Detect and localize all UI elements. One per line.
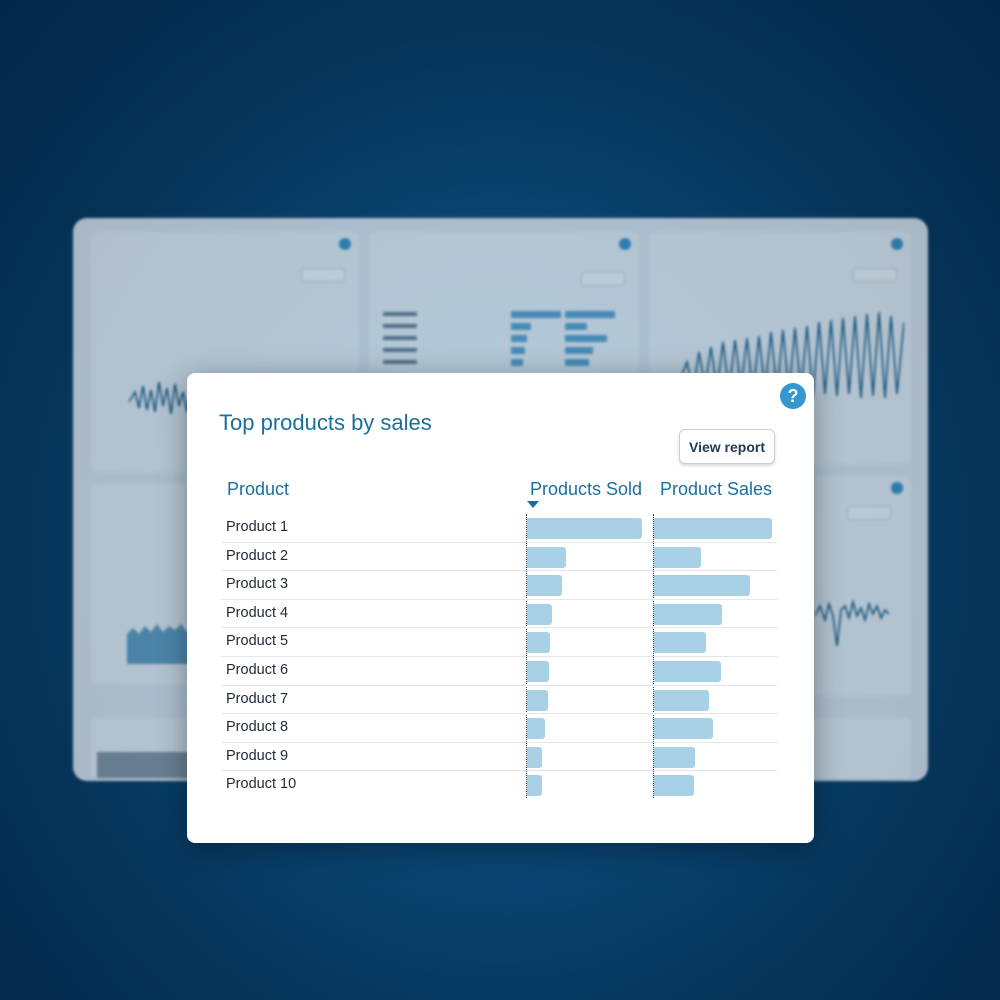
bg-help-icon [339, 238, 351, 250]
product-name: Product 7 [226, 690, 289, 707]
table-row: Product 2 [221, 543, 777, 572]
bg-line-chart [815, 598, 889, 647]
products-sold-bar [527, 546, 566, 568]
widget-title: Top products by sales [219, 410, 432, 435]
products-sold-bar [527, 632, 550, 654]
bg-card-top-products [369, 232, 639, 382]
bg-view-report-button [301, 268, 345, 282]
product-sales-bar [654, 632, 706, 654]
bg-view-report-button [853, 268, 897, 282]
table-row: Product 4 [221, 600, 777, 629]
products-table: Product 1 Product 2 Product 3 Product 4 Prod… [221, 514, 777, 800]
top-products-widget: ? Top products by sales View report Prod… [187, 373, 814, 843]
table-row: Product 6 [221, 657, 777, 686]
table-row: Product 3 [221, 571, 777, 600]
bg-help-icon [619, 238, 631, 250]
product-name: Product 8 [226, 719, 289, 736]
product-sales-bar [654, 718, 713, 740]
help-icon[interactable]: ? [780, 383, 806, 409]
table-row: Product 10 [221, 771, 777, 800]
bg-view-report-button [847, 506, 891, 520]
products-sold-bar [527, 746, 542, 768]
table-row: Product 1 [221, 514, 777, 543]
product-name: Product 5 [226, 633, 289, 650]
table-row: Product 8 [221, 714, 777, 743]
product-sales-bar [654, 660, 721, 682]
table-row: Product 9 [221, 743, 777, 772]
table-row: Product 7 [221, 686, 777, 715]
product-sales-bar [654, 689, 709, 711]
product-sales-bar [654, 575, 750, 597]
products-sold-bar [527, 718, 545, 740]
product-sales-bar [654, 775, 694, 797]
product-sales-bar [654, 518, 772, 539]
product-name: Product 1 [226, 519, 289, 535]
column-header-product[interactable]: Product [227, 479, 290, 499]
product-name: Product 9 [226, 747, 289, 764]
bg-help-icon [891, 238, 903, 250]
bg-help-icon [891, 482, 903, 494]
product-name: Product 2 [226, 547, 289, 564]
product-name: Product 10 [226, 776, 297, 793]
products-sold-bar [527, 660, 549, 682]
bg-card-orders-right [815, 476, 911, 696]
products-sold-bar [527, 689, 548, 711]
products-sold-bar [527, 775, 542, 797]
products-sold-bar [527, 603, 552, 625]
product-sales-bar [654, 546, 701, 568]
view-report-button[interactable]: View report [679, 429, 775, 464]
products-sold-bar [527, 575, 562, 597]
column-header-products-sold[interactable]: Products Sold [530, 479, 643, 499]
product-sales-bar [654, 603, 722, 625]
sort-descending-icon [527, 501, 539, 508]
products-sold-bar [527, 518, 642, 539]
product-name: Product 4 [226, 604, 289, 621]
table-row: Product 5 [221, 628, 777, 657]
product-sales-bar [654, 746, 695, 768]
bg-view-report-button [581, 272, 625, 286]
product-name: Product 3 [226, 576, 289, 593]
column-header-product-sales[interactable]: Product Sales [660, 479, 773, 499]
product-name: Product 6 [226, 661, 289, 678]
